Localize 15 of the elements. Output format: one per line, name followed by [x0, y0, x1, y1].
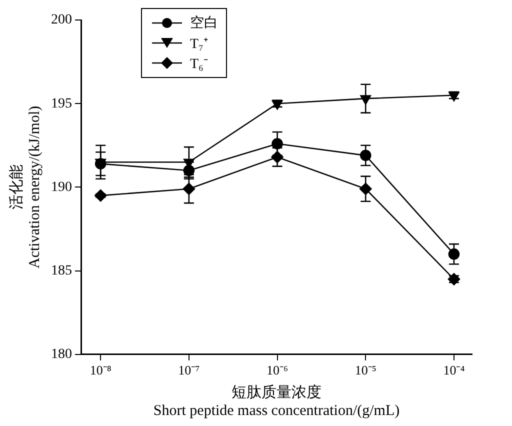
y-tick-label: 195 — [51, 96, 72, 112]
x-tick-label: 10⁻⁷ — [178, 362, 200, 378]
legend-label: 空白 — [190, 14, 218, 32]
y-tick-label: 190 — [51, 180, 72, 195]
legend-label: T₇⁺ — [190, 36, 208, 53]
x-tick-label: 10⁻⁸ — [90, 362, 112, 378]
y-axis-title: 活化能 Activation energy/(kJ/mol) — [8, 106, 43, 269]
y-tick-label: 185 — [51, 263, 72, 278]
legend-label: T₆⁻ — [190, 56, 208, 73]
y-tick-label: 180 — [51, 347, 72, 362]
x-tick-label: 10⁻⁶ — [266, 362, 288, 378]
x-tick-label: 10⁻⁵ — [354, 362, 376, 378]
y-tick-label: 200 — [51, 12, 72, 28]
x-axis-title: 短肽质量浓度 Short peptide mass concentration/(g/mL) — [153, 384, 400, 419]
x-tick-label: 10⁻⁴ — [443, 362, 466, 378]
